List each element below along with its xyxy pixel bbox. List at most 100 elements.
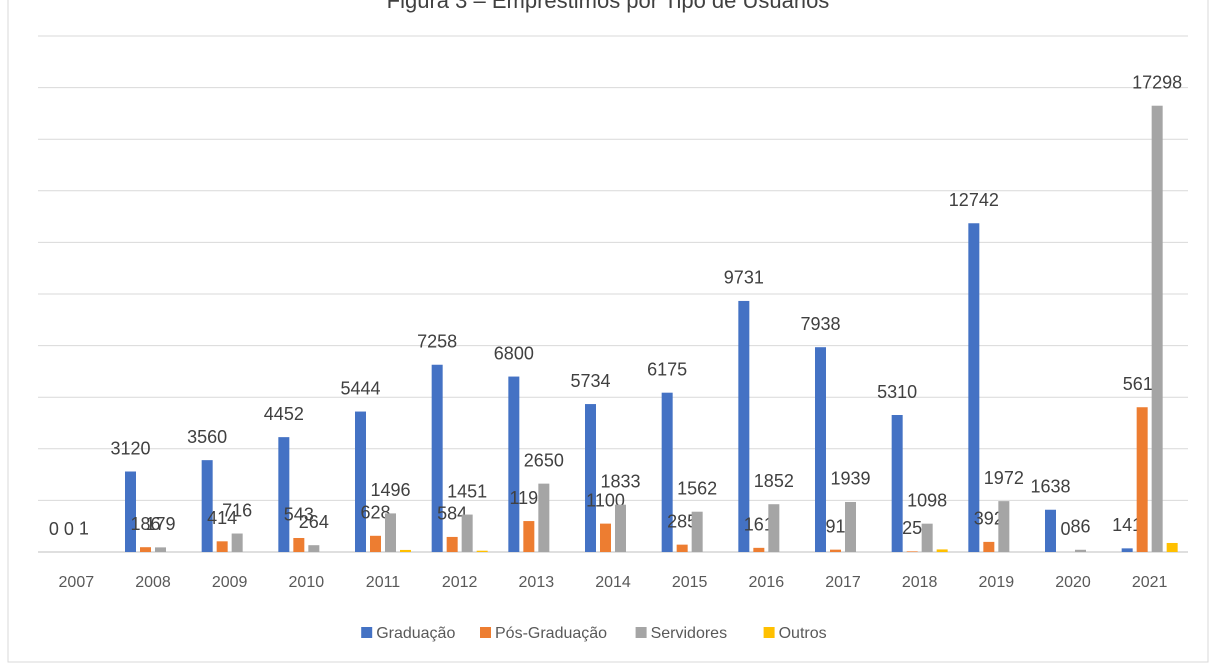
bar	[385, 513, 396, 552]
x-tick-label: 2014	[595, 574, 631, 591]
data-label: 4452	[264, 404, 304, 424]
bar	[891, 415, 903, 552]
data-label: 3560	[187, 427, 227, 447]
bar	[585, 404, 596, 552]
bar	[830, 549, 841, 552]
bar	[523, 521, 535, 552]
data-label: 0	[1060, 519, 1070, 539]
bar	[906, 551, 918, 552]
x-tick-label: 2011	[366, 574, 401, 591]
bar	[815, 347, 826, 552]
bar	[278, 437, 290, 552]
data-label: 285	[667, 511, 697, 531]
bar	[1136, 407, 1148, 552]
data-label: 1852	[754, 471, 794, 491]
legend-label: Pós-Graduação	[495, 625, 607, 642]
bar	[140, 547, 151, 552]
data-label: 9731	[724, 268, 764, 288]
data-label: 141	[1112, 515, 1142, 535]
x-tick-label: 2020	[1055, 574, 1091, 591]
bar	[1045, 509, 1056, 552]
data-label: 3120	[110, 438, 150, 458]
legend-label: Outros	[779, 625, 827, 642]
bar	[676, 544, 688, 552]
x-tick-label: 2010	[289, 574, 325, 591]
bar	[738, 300, 750, 552]
data-label: 414	[207, 508, 237, 528]
chart-title: Figura 3 – Empréstimos por Tipo de Usuár…	[387, 0, 830, 13]
data-label: 543	[284, 505, 314, 525]
bar	[661, 392, 673, 552]
data-label: 1562	[677, 478, 717, 498]
x-tick-label: 2018	[902, 574, 938, 591]
bar	[461, 514, 473, 552]
bar	[293, 537, 305, 552]
data-label: 0	[64, 519, 74, 539]
bar	[155, 547, 166, 552]
data-label: 5444	[340, 378, 380, 398]
bar	[216, 541, 228, 552]
bar	[431, 364, 443, 552]
data-label: 2650	[524, 450, 564, 470]
bar	[936, 549, 948, 552]
data-label: 6800	[494, 343, 534, 363]
data-label: 264	[299, 512, 329, 532]
data-label: 716	[222, 500, 252, 520]
bar	[691, 511, 703, 552]
bar	[845, 501, 856, 552]
data-label: 1939	[830, 469, 870, 489]
data-label: 392	[974, 509, 1004, 529]
legend-swatch	[763, 627, 775, 638]
data-label: 7258	[417, 331, 457, 351]
data-label: 628	[360, 503, 390, 523]
x-tick-label: 2017	[825, 574, 861, 591]
bar	[983, 541, 995, 552]
data-label: 17298	[1132, 72, 1182, 92]
data-label: 1833	[600, 471, 640, 491]
bar	[370, 535, 381, 552]
bar	[600, 523, 611, 552]
legend-swatch	[361, 627, 373, 638]
data-label: 12742	[949, 190, 999, 210]
data-label: 179	[145, 514, 175, 534]
bar	[476, 550, 488, 552]
bar	[125, 471, 136, 552]
data-label: 1496	[370, 480, 410, 500]
bar	[998, 501, 1010, 552]
data-label: 1098	[907, 490, 947, 510]
chart-border	[7, 0, 1209, 663]
bar	[768, 504, 780, 552]
data-label: 584	[437, 504, 467, 524]
bar	[1166, 542, 1178, 552]
bar	[446, 536, 458, 552]
data-label: 161	[744, 515, 774, 535]
legend-swatch	[635, 627, 647, 638]
data-label: 25	[902, 518, 922, 538]
bar	[1151, 105, 1163, 552]
data-label: 7938	[800, 314, 840, 334]
data-label: 1638	[1030, 476, 1070, 496]
bar	[753, 547, 765, 552]
data-label: 1972	[984, 468, 1024, 488]
x-tick-label: 2007	[59, 574, 95, 591]
legend-label: Servidores	[651, 625, 727, 642]
data-label: 5310	[877, 382, 917, 402]
data-label: 86	[1070, 517, 1090, 537]
bar	[231, 533, 243, 552]
bar	[921, 523, 933, 552]
bar	[400, 549, 411, 552]
legend-label: Graduação	[376, 625, 455, 642]
bar	[1075, 549, 1086, 552]
bar	[355, 411, 366, 552]
data-label: 5734	[570, 371, 610, 391]
bar	[968, 223, 980, 552]
data-label: 186	[130, 514, 160, 534]
x-tick-label: 2013	[519, 574, 555, 591]
legend-swatch	[480, 627, 491, 638]
bar	[1121, 548, 1133, 552]
data-label: 91	[825, 516, 845, 536]
data-label: 0	[49, 519, 59, 539]
data-label: 1	[79, 519, 89, 539]
data-label: 6175	[647, 359, 687, 379]
